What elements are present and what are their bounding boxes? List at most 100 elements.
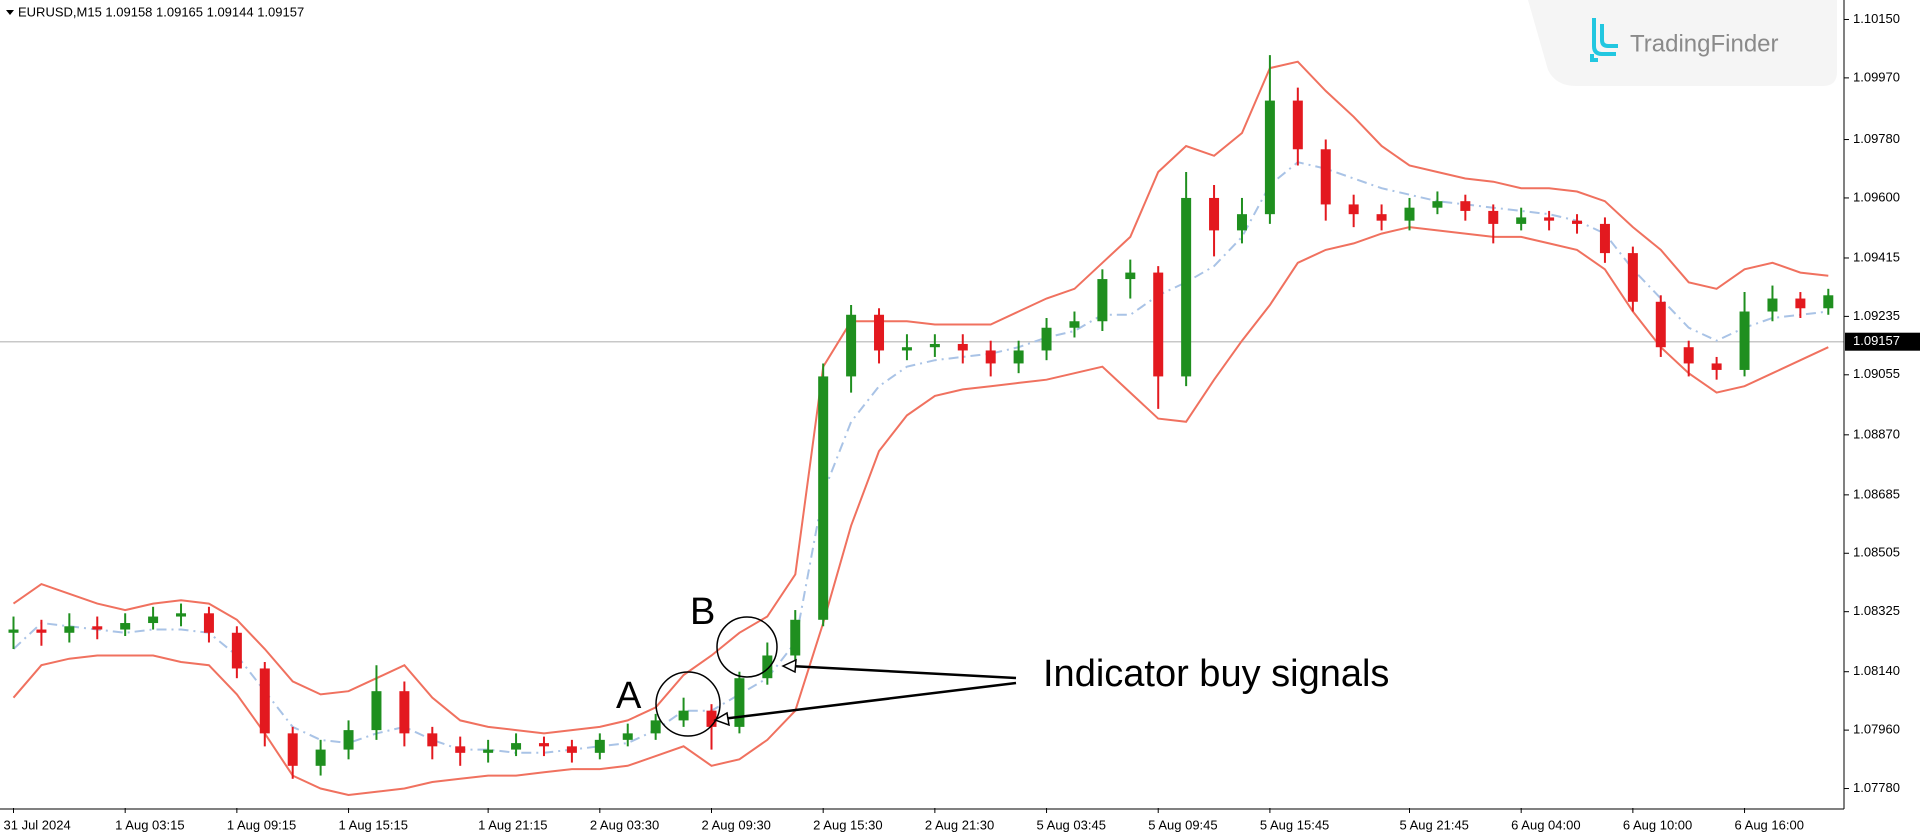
candle-body [1795,298,1806,309]
x-tick-label: 2 Aug 03:30 [590,817,659,832]
current-price-label: 1.09157 [1853,333,1900,348]
x-tick-label: 1 Aug 03:15 [115,817,184,832]
candle-body [622,733,633,740]
candle-body [120,623,131,630]
candle-body [706,710,717,727]
candle-body [1655,301,1666,348]
y-tick-label: 1.07960 [1853,722,1900,737]
annotation-text: Indicator buy signals [1043,653,1389,695]
x-tick-label: 5 Aug 21:45 [1400,817,1469,832]
candle-body [8,629,19,633]
candle-body [176,613,187,617]
candle-body [846,314,857,377]
candle-body [1236,214,1247,231]
candle-body [985,350,996,364]
band-line [12,226,1829,797]
candle-body [929,343,940,348]
x-tick-label: 1 Aug 21:15 [478,817,547,832]
x-tick-label: 6 Aug 16:00 [1735,817,1804,832]
candle-body [650,720,661,734]
candle-body [1125,272,1136,280]
candle-body [148,616,159,624]
y-tick-label: 1.09415 [1853,249,1900,264]
arrowhead [781,658,797,674]
y-tick-label: 1.08325 [1853,603,1900,618]
arrowhead [713,711,730,727]
candle-body [1376,214,1387,221]
y-tick-label: 1.08685 [1853,486,1900,501]
candle-body [1432,201,1443,208]
candle-body [1488,210,1499,224]
x-tick-label: 5 Aug 03:45 [1037,817,1106,832]
candle-body [1041,327,1052,351]
candle-body [1320,149,1331,205]
candle-body [1097,279,1108,322]
candle-body [1599,223,1610,254]
candle-body [483,749,494,753]
x-tick-label: 2 Aug 21:30 [925,817,994,832]
candle-body [901,347,912,351]
candle-body [203,613,214,633]
y-tick-label: 1.09235 [1853,308,1900,323]
candle-body [259,668,270,734]
candle-body [678,710,689,721]
candle-body [957,343,968,351]
candle-body [1404,207,1415,221]
band-line [12,60,1829,735]
candle-body [287,733,298,766]
arrow [789,664,1017,680]
y-tick-label: 1.08505 [1853,545,1900,560]
y-tick-label: 1.09600 [1853,189,1900,204]
candle-body [1348,204,1359,215]
candle-body [1013,350,1024,364]
y-tick-label: 1.09055 [1853,366,1900,381]
arrow [721,681,1017,721]
logo: TradingFinder [1528,0,1837,86]
candle-body [1181,197,1192,377]
candle-body [511,743,522,750]
y-tick-label: 1.09970 [1853,69,1900,84]
candle-body [1516,217,1527,224]
logo-text: TradingFinder [1630,30,1779,57]
candle-body [1153,272,1164,377]
y-tick-label: 1.10150 [1853,11,1900,26]
candle-body [874,314,885,351]
candle-body [1544,217,1555,221]
candle-body [790,619,801,656]
x-tick-label: 6 Aug 04:00 [1511,817,1580,832]
candle-body [1460,201,1471,211]
y-tick-label: 1.09780 [1853,131,1900,146]
annotation-a: A [616,675,642,717]
x-tick-label: 5 Aug 15:45 [1260,817,1329,832]
x-tick-label: 5 Aug 09:45 [1148,817,1217,832]
current-price-box [1845,332,1920,351]
candle-body [538,743,549,747]
candle-body [64,626,75,633]
x-tick-label: 2 Aug 15:30 [813,817,882,832]
candle-body [1264,100,1275,215]
candle-body [371,691,382,731]
candle-body [1767,298,1778,312]
y-tick-label: 1.08870 [1853,426,1900,441]
y-tick-label: 1.07780 [1853,780,1900,795]
candle-body [1069,321,1080,328]
signal-circle [655,671,721,737]
candle-body [734,678,745,727]
candle-body [1683,347,1694,364]
candle-body [1572,220,1583,224]
candle-body [1209,197,1220,231]
candle-body [92,626,103,630]
candle-body [427,733,438,747]
x-tick-label: 1 Aug 15:15 [339,817,408,832]
candle-body [231,632,242,669]
candle-body [762,655,773,679]
logo-icon [1590,18,1618,62]
symbol-menu-icon [6,10,14,15]
x-tick-label: 31 Jul 2024 [4,817,71,832]
x-tick-label: 6 Aug 10:00 [1623,817,1692,832]
y-tick-label: 1.08140 [1853,663,1900,678]
candle-body [1823,295,1834,309]
candle-body [1292,100,1303,150]
